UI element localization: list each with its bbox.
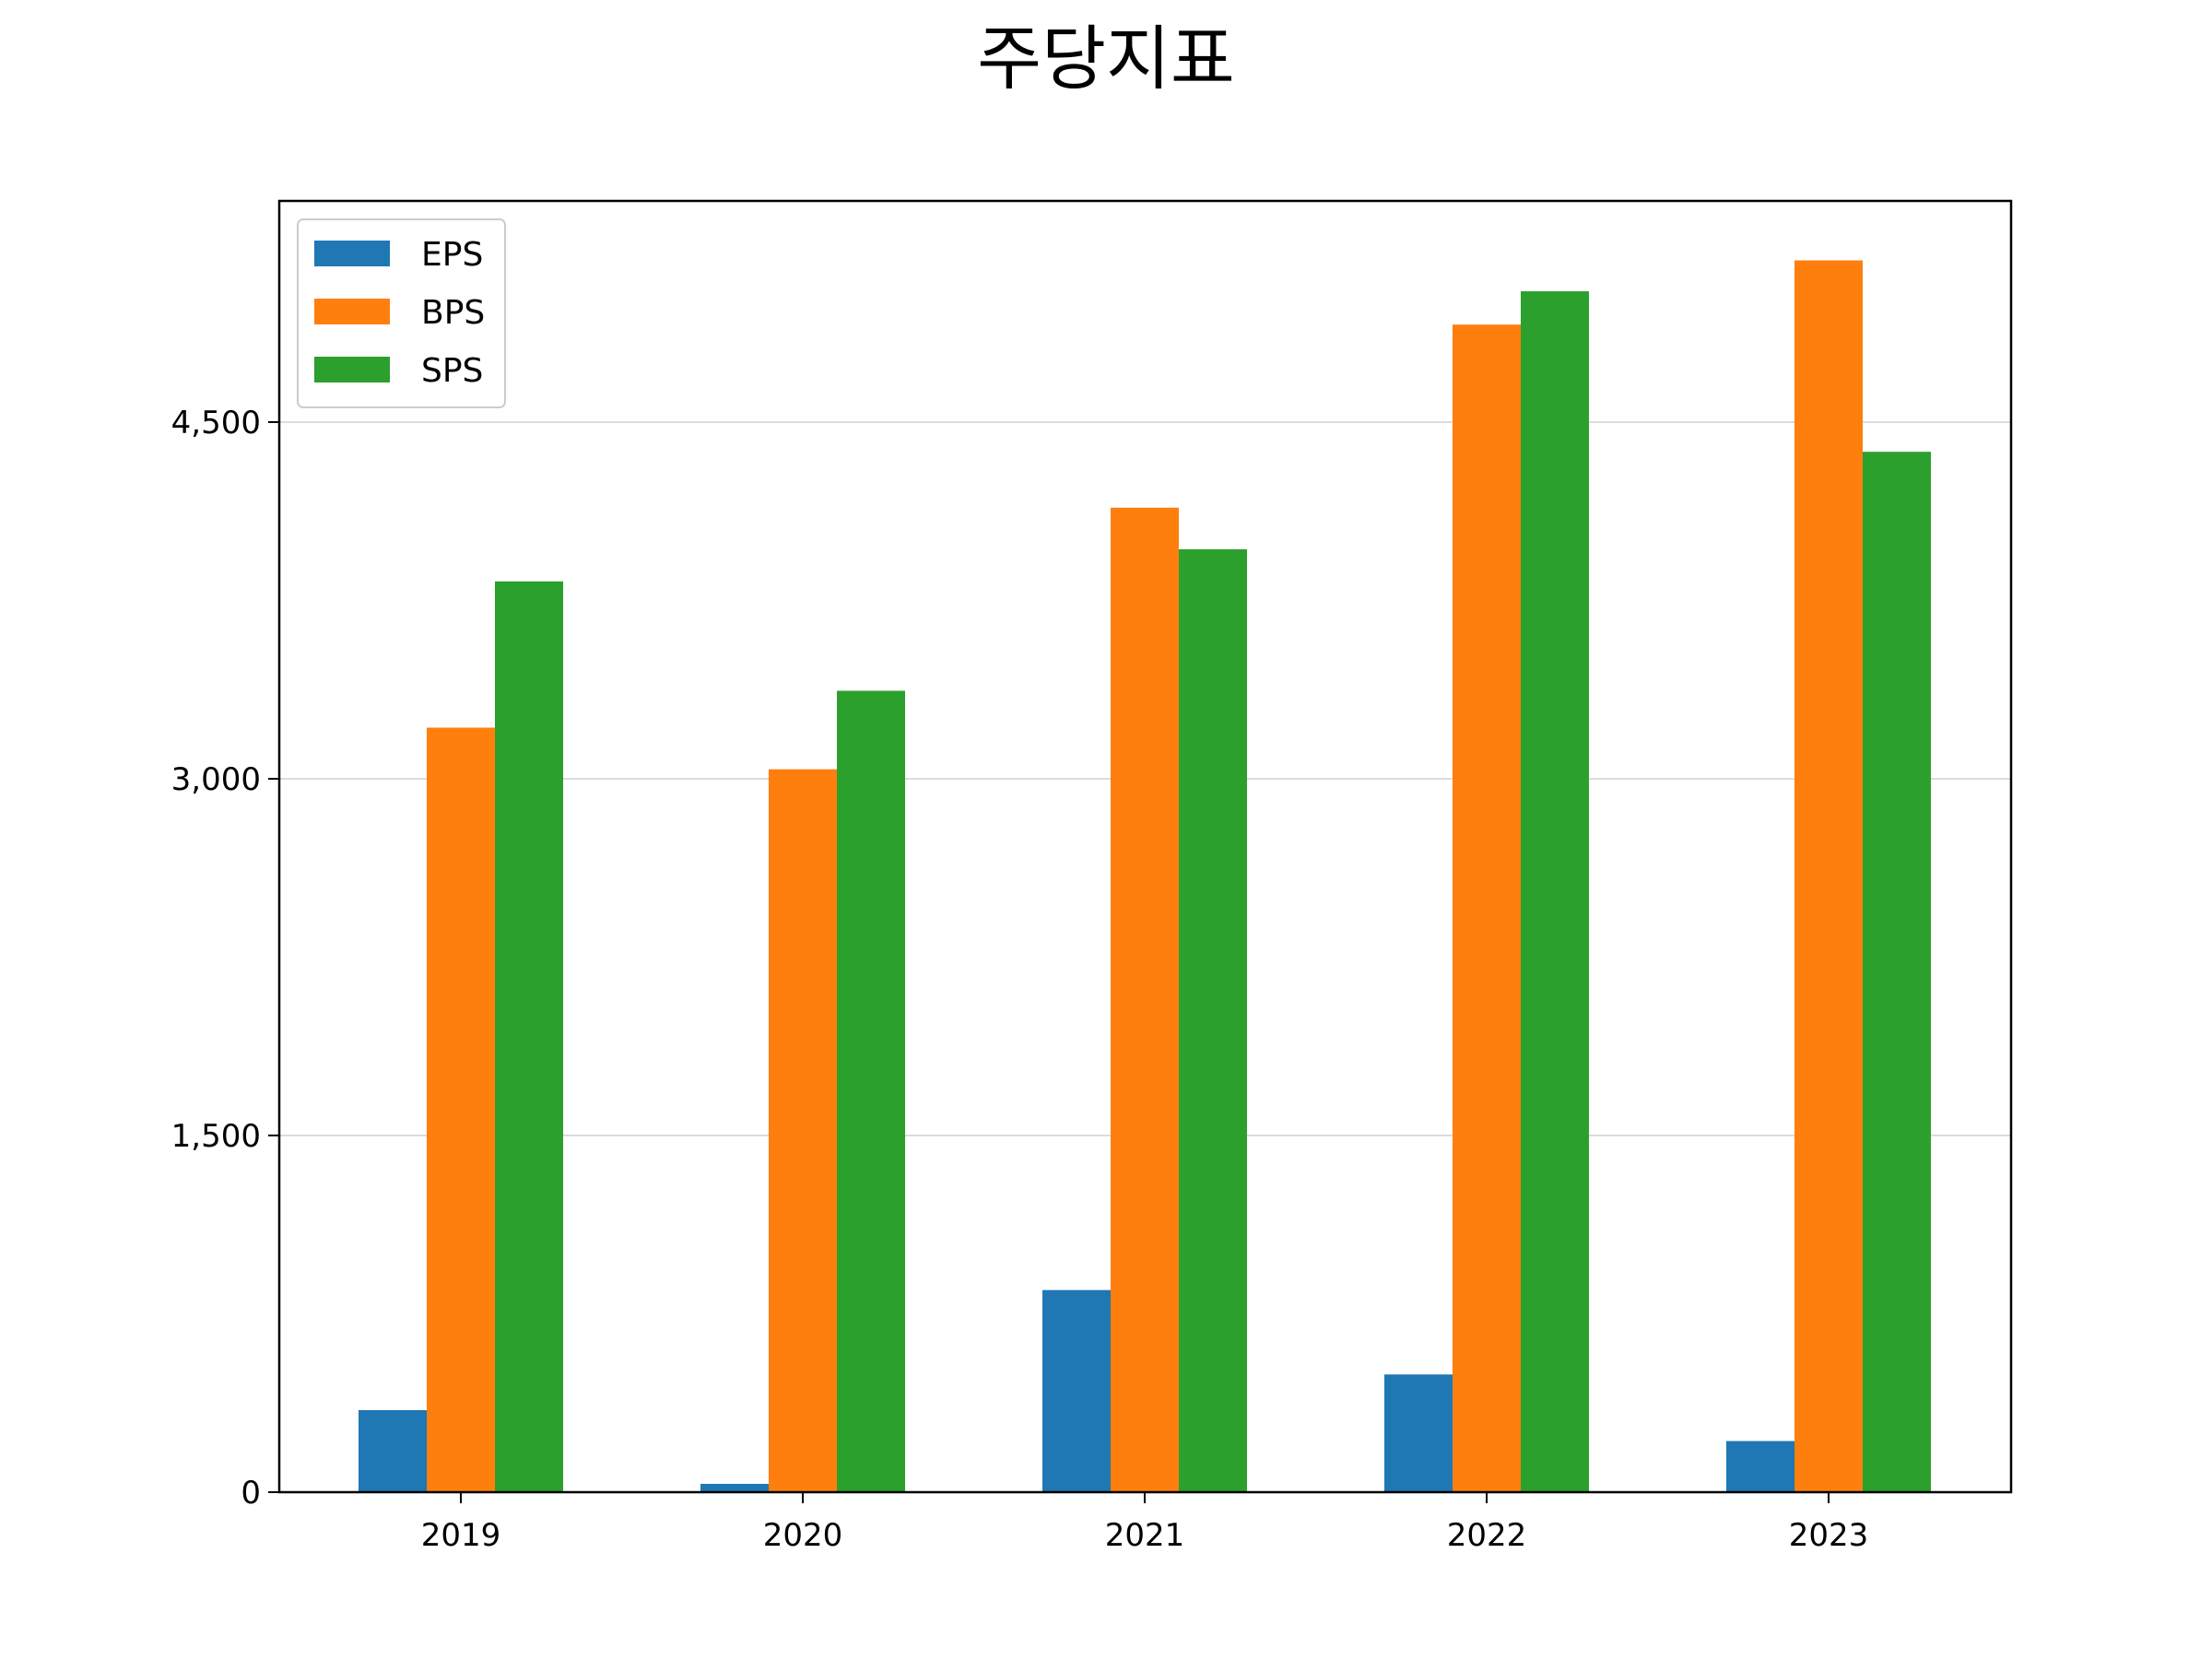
bar-sps-2023 [1863, 452, 1931, 1492]
legend-label-bps: BPS [421, 294, 485, 332]
bar-sps-2020 [837, 690, 905, 1492]
bar-bps-2023 [1794, 260, 1863, 1492]
legend-swatch-sps [314, 357, 390, 382]
bar-eps-2019 [359, 1409, 427, 1492]
y-tick-label: 4,500 [171, 405, 261, 441]
bar-sps-2021 [1179, 548, 1247, 1492]
legend-swatch-bps [314, 299, 390, 324]
x-axis: 2019 2020 2021 2022 2023 [421, 1492, 1869, 1554]
bar-bps-2021 [1111, 507, 1179, 1492]
chart-title: 주당지표 [977, 18, 1235, 100]
legend-label-eps: EPS [421, 236, 483, 274]
legend-swatch-eps [314, 241, 390, 266]
legend: EPS BPS SPS [297, 218, 506, 408]
y-tick-label: 1,500 [171, 1118, 261, 1155]
bar-eps-2022 [1384, 1374, 1453, 1492]
y-axis: 0 1,500 3,000 4,500 [171, 405, 279, 1512]
bar-sps-2022 [1521, 291, 1589, 1492]
x-tick-label: 2021 [1105, 1517, 1185, 1554]
bar-eps-2021 [1042, 1289, 1111, 1492]
bar-bps-2019 [427, 727, 495, 1492]
bar-bps-2020 [769, 769, 837, 1492]
x-tick-label: 2023 [1789, 1517, 1869, 1554]
bar-bps-2022 [1453, 324, 1521, 1492]
y-tick-label: 3,000 [171, 761, 261, 798]
legend-label-sps: SPS [421, 352, 483, 390]
bar-eps-2020 [700, 1483, 769, 1492]
x-tick-label: 2019 [421, 1517, 501, 1554]
bar-sps-2019 [495, 581, 563, 1492]
x-tick-label: 2020 [763, 1517, 843, 1554]
bar-eps-2023 [1726, 1441, 1794, 1492]
bars [359, 260, 1931, 1492]
y-tick-label: 0 [241, 1475, 261, 1512]
x-tick-label: 2022 [1447, 1517, 1527, 1554]
